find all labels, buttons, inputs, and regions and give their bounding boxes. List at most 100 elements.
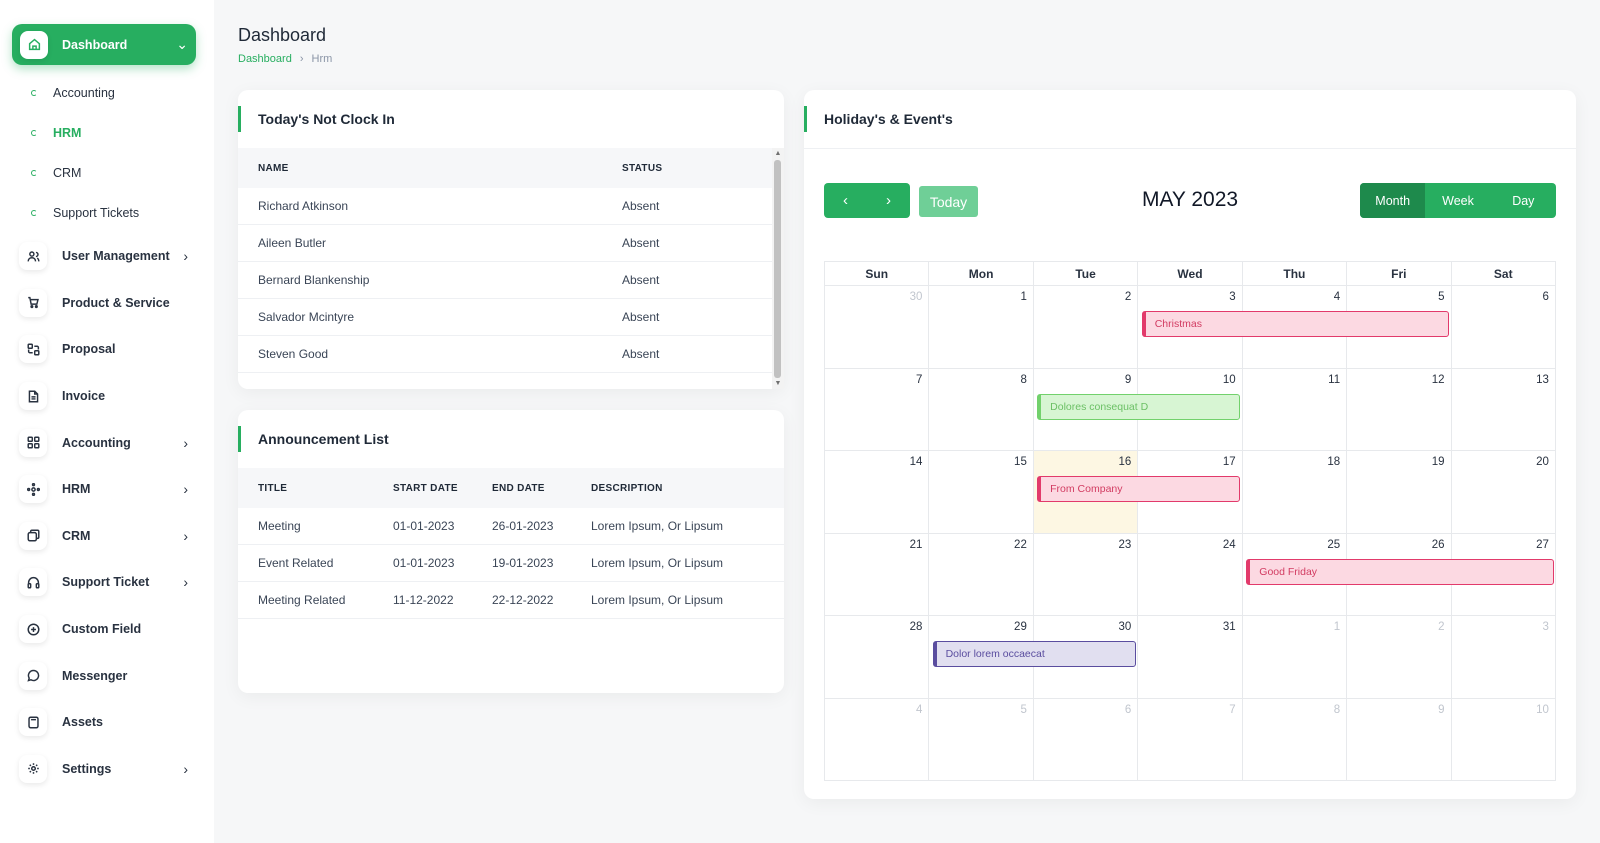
scrollbar[interactable]: ▲ ▼ — [772, 148, 784, 389]
sidebar-item-messenger[interactable]: Messenger — [0, 652, 214, 699]
sidebar-item-hrm[interactable]: HRM › — [0, 466, 214, 513]
announcement-title: Meeting Related — [258, 593, 346, 607]
sidebar-item-label: Proposal — [62, 342, 116, 357]
calendar-event[interactable]: From Company — [1037, 476, 1241, 502]
calendar-day[interactable]: 11 — [1242, 368, 1348, 451]
gear-icon — [19, 754, 47, 783]
calendar-day[interactable]: 31 — [1138, 616, 1243, 699]
day-number: 2 — [1438, 621, 1445, 633]
calendar-day[interactable]: 10 — [1138, 368, 1243, 451]
day-of-week-sat: Sat — [1451, 262, 1556, 286]
scroll-down-icon[interactable]: ▼ — [774, 380, 782, 387]
calendar-grid: Sun Mon Tue Wed Thu Fri Sat 30 1 2 3 4 5 6 Christmas 7… — [824, 261, 1556, 781]
submenu-item-support-tickets[interactable]: Support Tickets — [0, 193, 214, 233]
calendar-day[interactable]: 18 — [1242, 451, 1348, 534]
calendar-day[interactable]: 6 — [1451, 286, 1556, 369]
calendar-day[interactable]: 20 — [1451, 451, 1556, 534]
view-day-button[interactable]: Day — [1512, 193, 1535, 208]
sidebar-item-product-service[interactable]: Product & Service — [0, 280, 214, 327]
sidebar-item-assets[interactable]: Assets — [0, 699, 214, 746]
submenu-item-label: Accounting — [53, 86, 115, 100]
sidebar-item-accounting[interactable]: Accounting › — [0, 419, 214, 466]
grid-icon — [19, 428, 47, 457]
page-title: Dashboard — [238, 25, 327, 45]
calendar-day[interactable]: 23 — [1033, 533, 1139, 616]
submenu-item-crm[interactable]: CRM — [0, 153, 214, 193]
day-number: 30 — [909, 291, 923, 303]
calendar-event[interactable]: Dolores consequat D — [1037, 393, 1241, 420]
sidebar-item-dashboard[interactable]: Dashboard ⌄ — [12, 24, 196, 65]
calendar-day[interactable]: 1 — [1242, 616, 1348, 699]
day-number: 4 — [916, 703, 923, 716]
submenu-item-accounting[interactable]: Accounting — [0, 73, 214, 113]
chevron-right-icon: › — [183, 760, 188, 777]
view-month-button[interactable]: Month — [1360, 183, 1426, 218]
chevron-right-icon: › — [886, 192, 891, 209]
prev-month-button[interactable]: ‹ — [824, 183, 867, 218]
divider — [804, 148, 1576, 149]
today-button[interactable]: Today — [919, 186, 978, 217]
calendar-day[interactable]: 6 — [1033, 698, 1139, 781]
calendar-day[interactable]: 13 — [1451, 368, 1556, 451]
calendar-day[interactable]: 2 — [1033, 286, 1139, 369]
calendar-day[interactable]: 8 — [929, 368, 1034, 451]
calendar-day[interactable]: 28 — [825, 616, 930, 699]
sidebar-item-crm[interactable]: CRM › — [0, 513, 214, 560]
card-title: Announcement List — [238, 410, 784, 468]
calculator-icon — [19, 708, 47, 737]
calendar-day[interactable]: 30 — [1033, 616, 1139, 699]
calendar-event[interactable]: Christmas — [1141, 311, 1450, 337]
calendar-day[interactable]: 2 — [1347, 616, 1452, 699]
calendar-day[interactable]: 10 — [1451, 698, 1556, 781]
next-month-button[interactable]: › — [867, 183, 910, 218]
calendar-day[interactable]: 30 — [825, 286, 930, 369]
sidebar-item-user-management[interactable]: User Management › — [0, 233, 214, 280]
column-header-end-date: END DATE — [492, 482, 545, 494]
table-row: Steven Good Absent — [238, 336, 772, 373]
submenu-item-hrm[interactable]: HRM — [0, 113, 214, 153]
day-of-week-fri: Fri — [1347, 262, 1452, 286]
calendar-day[interactable]: 8 — [1242, 698, 1348, 781]
calendar-event[interactable]: Dolor lorem occaecat — [932, 641, 1136, 667]
message-icon — [19, 661, 47, 690]
scroll-up-icon[interactable]: ▲ — [774, 150, 782, 157]
calendar-day[interactable]: 5 — [1347, 286, 1452, 369]
status-text: Absent — [622, 236, 660, 250]
table-header: NAME STATUS — [238, 148, 784, 188]
breadcrumb-link-dashboard[interactable]: Dashboard — [238, 53, 292, 65]
calendar-day[interactable]: 21 — [825, 533, 930, 616]
employee-name: Bernard Blankenship — [258, 273, 370, 287]
day-number: 2 — [1124, 291, 1132, 303]
calendar-day[interactable]: 7 — [825, 368, 930, 451]
calendar-day[interactable]: 12 — [1347, 368, 1452, 451]
sidebar-item-support-ticket[interactable]: Support Ticket › — [0, 559, 214, 606]
holiday-events-card: Holiday's & Event's ‹ › Today MAY 2023 M… — [804, 90, 1576, 799]
bullet-icon — [31, 170, 37, 176]
end-date: 22-12-2022 — [492, 593, 554, 607]
sidebar-item-proposal[interactable]: Proposal — [0, 326, 214, 373]
calendar-day[interactable]: 3 — [1451, 616, 1556, 699]
sidebar-item-settings[interactable]: Settings › — [0, 746, 214, 793]
view-week-button[interactable]: Week — [1442, 193, 1474, 208]
calendar-day[interactable]: 7 — [1138, 698, 1243, 781]
calendar-day[interactable]: 1 — [929, 286, 1034, 369]
calendar-day[interactable]: 17 — [1138, 451, 1243, 534]
calendar-day[interactable]: 9 — [1347, 698, 1452, 781]
calendar-day[interactable]: 22 — [929, 533, 1034, 616]
calendar-event[interactable]: Good Friday — [1246, 558, 1554, 585]
day-number: 7 — [916, 373, 923, 386]
calendar-day[interactable]: 5 — [929, 698, 1034, 781]
calendar-day[interactable]: 15 — [929, 451, 1034, 534]
employee-name: Richard Atkinson — [258, 199, 349, 213]
invoice-icon — [19, 382, 47, 411]
column-header-name: NAME — [258, 162, 289, 174]
calendar-day[interactable]: 27 — [1451, 533, 1556, 616]
calendar-day[interactable]: 19 — [1347, 451, 1452, 534]
scrollbar-thumb[interactable] — [774, 160, 781, 378]
calendar-day[interactable]: 24 — [1138, 533, 1243, 616]
sidebar-item-custom-field[interactable]: Custom Field — [0, 606, 214, 653]
sidebar-item-invoice[interactable]: Invoice — [0, 373, 214, 420]
day-number: 1 — [1020, 291, 1027, 303]
calendar-day[interactable]: 4 — [825, 698, 930, 781]
calendar-day[interactable]: 14 — [825, 451, 930, 534]
